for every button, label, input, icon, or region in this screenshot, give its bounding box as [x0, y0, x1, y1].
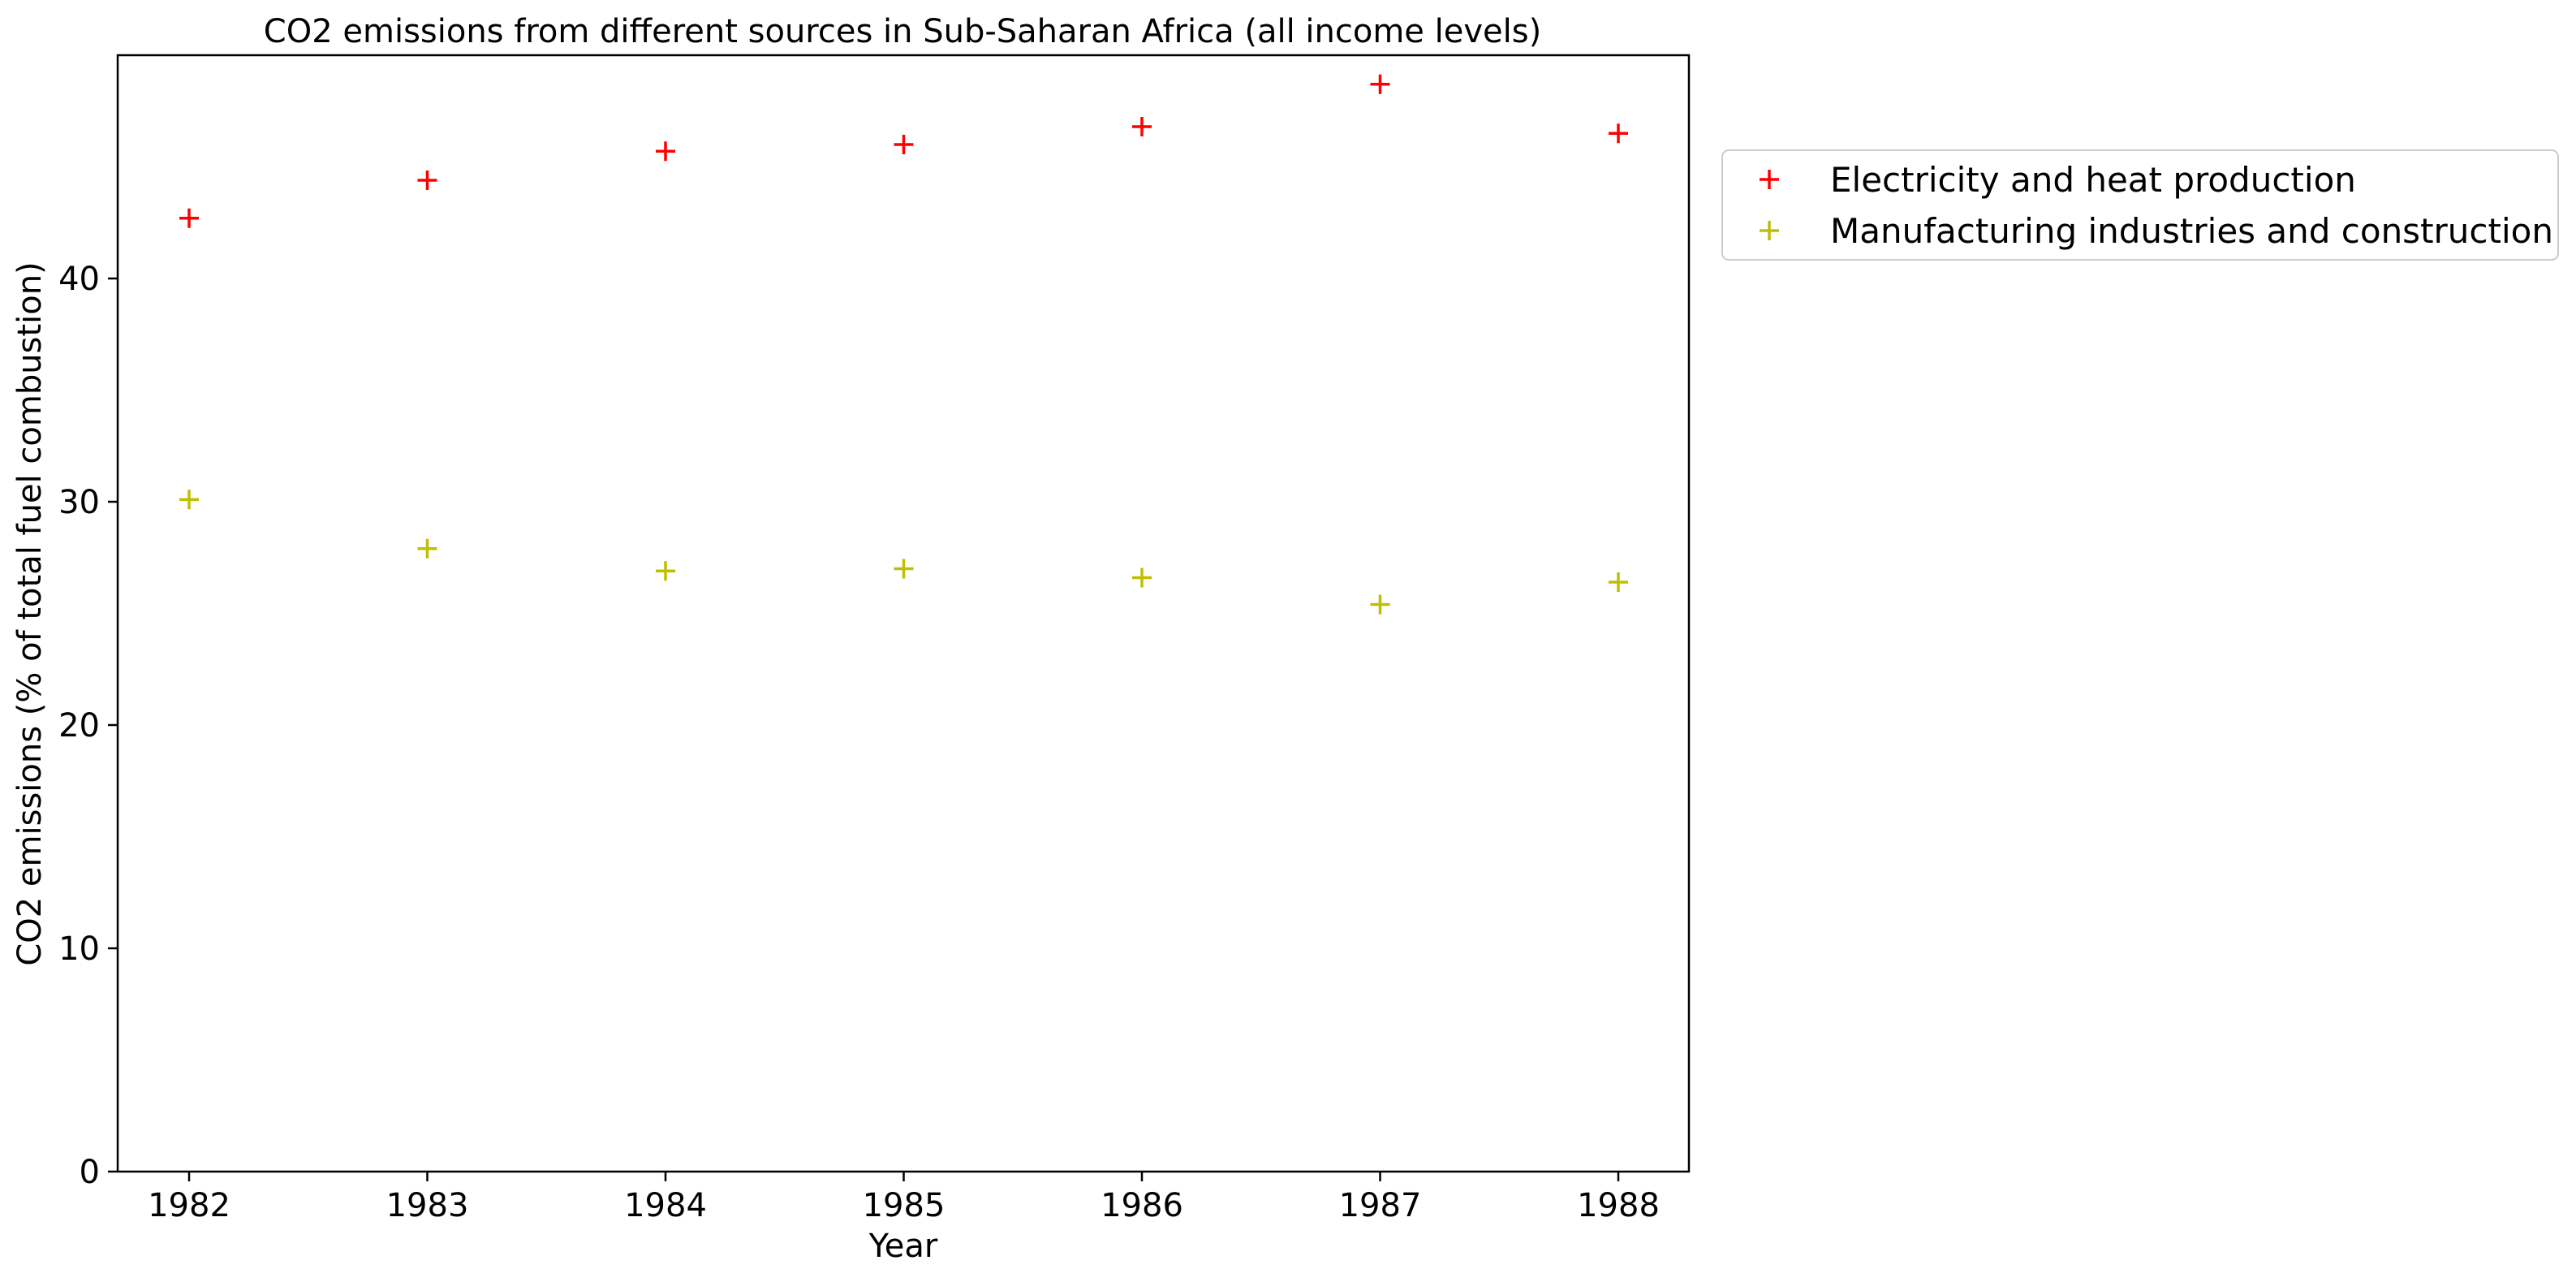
y-axis-label: CO2 emissions (% of total fuel combustio…	[11, 261, 49, 965]
x-tick-label: 1982	[148, 1187, 230, 1224]
x-tick-label: 1983	[386, 1187, 469, 1224]
data-point	[656, 141, 675, 162]
x-tick-label: 1986	[1101, 1187, 1183, 1224]
data-point	[894, 135, 914, 154]
plot-area-frame	[116, 54, 1691, 1173]
data-point	[1132, 117, 1152, 136]
data-point	[179, 208, 199, 228]
legend-marker	[1760, 221, 1779, 240]
x-tick-label: 1984	[624, 1187, 707, 1224]
data-point	[179, 490, 199, 510]
x-tick-label: 1985	[863, 1187, 946, 1224]
legend-label: Electricity and heat production	[1830, 160, 2356, 200]
y-axis: 0 10 20 30 40	[58, 261, 118, 1191]
y-tick-label: 20	[58, 707, 100, 745]
y-tick-label: 0	[80, 1154, 100, 1191]
x-axis: 1982 1983 1984 1985 1986 1987 1988	[148, 1172, 1660, 1224]
legend-box	[1721, 149, 2559, 261]
data-point	[417, 171, 437, 190]
data-points	[179, 74, 1628, 615]
legend-marker	[1760, 170, 1779, 189]
x-tick-label: 1988	[1577, 1187, 1660, 1224]
data-point	[1609, 572, 1628, 592]
y-tick-label: 10	[58, 930, 100, 968]
legend-label: Manufacturing industries and constructio…	[1830, 211, 2553, 251]
data-point	[656, 561, 675, 581]
y-tick-label: 30	[58, 484, 100, 521]
data-point	[417, 538, 437, 559]
data-point	[894, 559, 914, 579]
data-point	[1370, 594, 1390, 615]
legend: Electricity and heat production Manufactu…	[1721, 149, 2559, 261]
y-tick-label: 40	[58, 261, 100, 298]
data-point	[1609, 123, 1628, 144]
chart-title: CO2 emissions from different sources in …	[264, 13, 1541, 50]
data-point	[1370, 74, 1390, 94]
x-axis-label: Year	[868, 1228, 938, 1265]
x-tick-label: 1987	[1339, 1187, 1422, 1224]
data-point	[1132, 568, 1152, 588]
